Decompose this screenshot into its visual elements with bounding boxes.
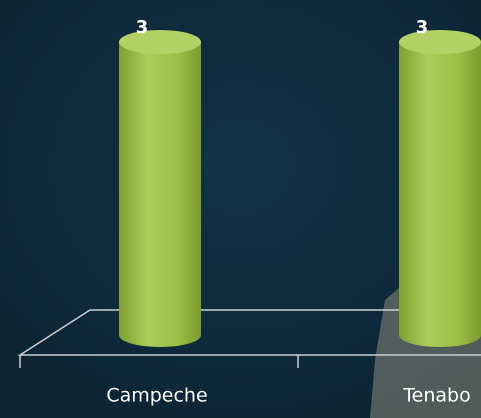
- bar: [119, 42, 201, 347]
- plot-area: Campeche 3 Tenabo 3: [106, 17, 481, 407]
- data-label: 3: [416, 17, 429, 38]
- x-tick-label: Tenabo: [402, 385, 470, 407]
- bar-top: [119, 30, 201, 54]
- data-label: 3: [136, 17, 149, 38]
- bar: [399, 42, 481, 347]
- bar-top: [399, 30, 481, 54]
- x-tick-label: Campeche: [106, 385, 207, 407]
